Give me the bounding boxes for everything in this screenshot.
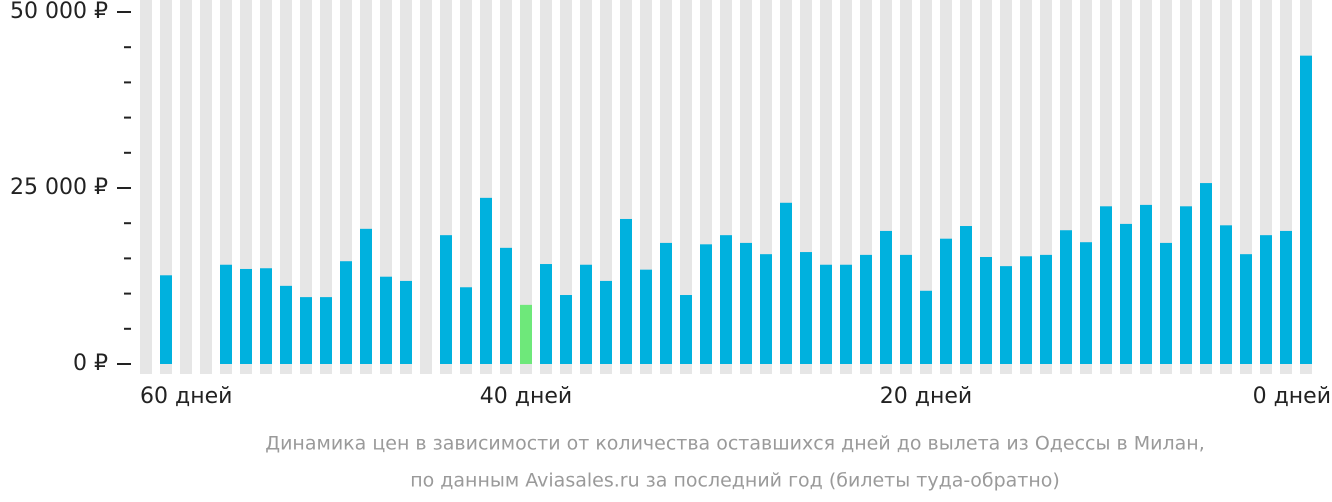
bar [300,297,312,364]
stripe [140,0,152,374]
bar [540,264,552,364]
stripe [920,0,932,374]
bar [1220,225,1232,364]
bar [800,252,812,364]
bar [1080,242,1092,364]
bar [340,261,352,364]
x-tick-label: 60 дней [140,384,232,409]
bar [880,230,892,364]
stripe [460,0,472,374]
bar [1280,230,1292,364]
bar [960,226,972,364]
y-tick-label: 0 ₽ [73,351,108,376]
bar [820,264,832,364]
bar [660,242,672,364]
bar [1100,206,1112,364]
bar [1040,254,1052,364]
caption: по данным Aviasales.ru за последний год … [410,470,1060,492]
bar [480,197,492,364]
stripe [400,0,412,374]
bar [260,268,272,364]
bar [460,287,472,364]
bar [940,238,952,364]
bar [600,280,612,364]
bar [1120,223,1132,364]
bar [900,254,912,364]
bar [680,295,692,364]
bar [500,247,512,364]
bar [360,228,372,364]
bar [700,244,712,364]
bar [380,276,392,364]
bar [440,235,452,364]
bar [280,285,292,364]
bar [760,254,772,364]
stripe [180,0,192,374]
bar [400,280,412,364]
bar [920,290,932,364]
bar [580,264,592,364]
stripe [680,0,692,374]
bar [740,242,752,364]
bar [1240,254,1252,364]
stripe [600,0,612,374]
bar [620,218,632,364]
y-tick-label: 25 000 ₽ [10,175,108,200]
stripe [300,0,312,374]
bar [1020,256,1032,364]
bar [240,268,252,364]
x-tick-label: 20 дней [880,384,972,409]
stripe [200,0,212,374]
bar [1260,235,1272,364]
bar [1140,204,1152,364]
caption: Динамика цен в зависимости от количества… [265,433,1205,455]
bar [720,235,732,364]
bar [860,254,872,364]
y-tick-label: 50 000 ₽ [10,0,108,24]
bar [980,256,992,364]
stripe [420,0,432,374]
stripe [520,0,532,374]
bar [1060,230,1072,364]
bar [1300,55,1312,364]
bar [560,295,572,364]
bar [1160,242,1172,364]
bar [220,264,232,364]
bar [780,202,792,364]
stripe [320,0,332,374]
bar [640,269,652,364]
bar [160,275,172,364]
stripe [280,0,292,374]
bar [1200,183,1212,364]
bar [840,264,852,364]
bar [520,304,532,364]
bar [320,297,332,364]
bar [1000,266,1012,364]
stripe [560,0,572,374]
x-tick-label: 40 дней [480,384,572,409]
bar [1180,206,1192,364]
x-tick-label: 0 дней [1253,384,1331,409]
